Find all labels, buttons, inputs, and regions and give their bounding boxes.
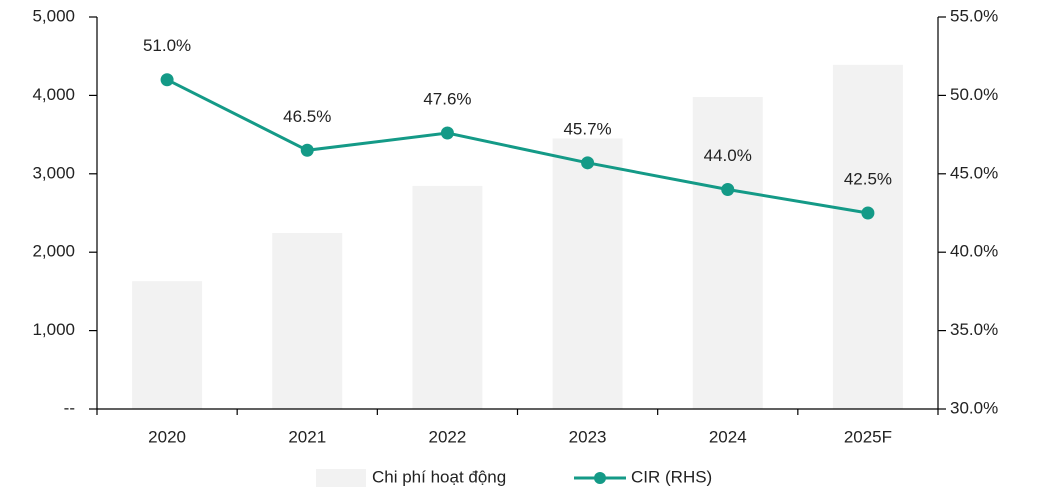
y2-tick-label: 35.0% [950,320,998,339]
data-label: 45.7% [563,119,611,138]
line-point [440,126,454,140]
legend-swatch [316,469,366,487]
bar [552,138,623,409]
x-tick-label: 2025F [844,427,892,446]
legend-marker [594,472,606,484]
line-point [581,156,595,170]
x-tick-label: 2020 [148,427,186,446]
y2-tick-label: 50.0% [950,85,998,104]
bar [832,64,903,409]
y-tick-label: 4,000 [32,85,75,104]
y2-tick-label: 40.0% [950,242,998,261]
bar [272,232,343,409]
y2-tick-label: 45.0% [950,163,998,182]
y2-tick-label: 55.0% [950,6,998,25]
bar [132,281,203,409]
legend-label: CIR (RHS) [631,467,712,486]
data-label: 46.5% [283,107,331,126]
data-label: 51.0% [143,36,191,55]
line-point [861,206,875,220]
y-tick-label: 2,000 [32,242,75,261]
y-tick-label: 1,000 [32,320,75,339]
legend-label: Chi phí hoạt động [372,467,506,486]
y-tick-label: 5,000 [32,6,75,25]
line [166,78,869,215]
x-tick-label: 2024 [709,427,747,446]
x-tick-label: 2023 [569,427,607,446]
line-point [160,73,174,87]
line-point [721,182,735,196]
y2-tick-label: 30.0% [950,398,998,417]
x-tick-label: 2021 [288,427,326,446]
data-label: 44.0% [704,146,752,165]
y-tick-label: 3,000 [32,163,75,182]
y-tick-label: -- [64,398,75,417]
bar [412,185,483,409]
bar [692,96,763,409]
x-tick-label: 2022 [429,427,467,446]
line-point [300,143,314,157]
data-label: 42.5% [844,169,892,188]
data-label: 47.6% [423,90,471,109]
